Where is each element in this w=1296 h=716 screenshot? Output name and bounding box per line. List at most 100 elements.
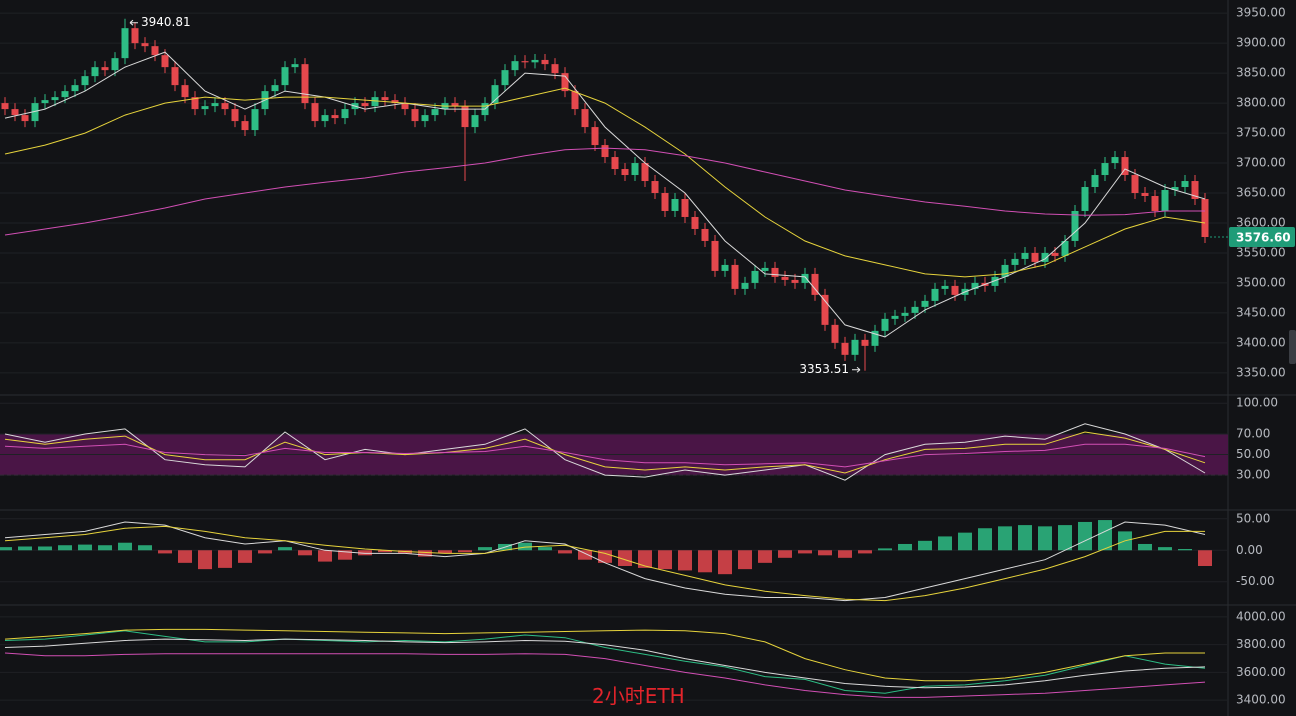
candle-body — [11, 109, 19, 116]
indicator-line — [4, 652, 1206, 698]
indicator-line — [4, 638, 1206, 689]
candle-body — [321, 115, 329, 122]
candle-body — [921, 300, 929, 307]
macd-bar — [678, 550, 692, 571]
candle-body — [81, 76, 89, 86]
y-tick-label: -50.00 — [1236, 574, 1275, 588]
macd-bar — [298, 550, 312, 556]
candle-body — [471, 115, 479, 128]
low-annotation: 3353.51 — [799, 362, 849, 376]
macd-bar — [998, 526, 1012, 551]
candle-body — [591, 127, 599, 146]
candle-body — [221, 103, 229, 110]
candle-body — [631, 163, 639, 176]
candle-body — [271, 85, 279, 92]
candle-body — [391, 100, 399, 104]
macd-bar — [978, 528, 992, 551]
candle-body — [581, 109, 589, 128]
candle-body — [901, 312, 909, 316]
candle-body — [1191, 181, 1199, 199]
y-tick-label: 3450.00 — [1236, 305, 1286, 319]
candle-body — [881, 318, 889, 331]
candle-body — [511, 61, 519, 71]
candle-body — [251, 109, 259, 131]
macd-bar — [458, 550, 472, 553]
macd-bar — [1098, 520, 1112, 551]
macd-bar — [858, 550, 872, 554]
candle-body — [561, 73, 569, 92]
candle-body — [191, 97, 199, 110]
macd-bar — [838, 550, 852, 558]
candle-body — [611, 157, 619, 170]
candle-body — [181, 85, 189, 98]
y-tick-label: 3350.00 — [1236, 365, 1286, 379]
candle-body — [371, 97, 379, 107]
y-tick-label: 70.00 — [1236, 427, 1270, 441]
candle-body — [381, 97, 389, 101]
candle-body — [231, 109, 239, 122]
macd-bar — [478, 547, 492, 551]
candle-body — [1061, 240, 1069, 256]
annotation-arrow — [852, 366, 861, 373]
macd-bar — [38, 546, 52, 551]
macd-bar — [918, 540, 932, 551]
candle-body — [111, 58, 119, 71]
macd-bar — [698, 550, 712, 573]
indicator-line — [4, 87, 1206, 278]
candle-body — [741, 282, 749, 289]
macd-bar — [958, 532, 972, 551]
annotation-arrow — [129, 19, 138, 26]
indicator-line — [4, 431, 1206, 474]
candle-body — [1011, 258, 1019, 265]
macd-bar — [618, 550, 632, 566]
candle-body — [1041, 252, 1049, 262]
macd-bar — [938, 536, 952, 551]
candle-body — [1171, 187, 1179, 191]
y-tick-label: 100.00 — [1236, 396, 1278, 410]
candle-body — [861, 339, 869, 346]
candle-body — [451, 103, 459, 107]
macd-bar — [1198, 550, 1212, 566]
current-price-label: 3576.60 — [1236, 231, 1291, 245]
macd-bar — [798, 550, 812, 554]
candle-body — [1111, 157, 1119, 164]
candle-body — [331, 115, 339, 119]
candle-body — [1151, 196, 1159, 211]
candle-body — [571, 91, 579, 110]
candle-body — [291, 64, 299, 68]
candle-body — [521, 61, 529, 63]
indicator-line — [4, 51, 1206, 338]
candle-body — [1161, 190, 1169, 211]
macd-bar — [658, 550, 672, 570]
panel — [0, 402, 1228, 481]
candle-body — [31, 103, 39, 122]
macd-bar — [1038, 526, 1052, 551]
candle-body — [971, 282, 979, 289]
candle-body — [831, 324, 839, 343]
macd-bar — [238, 550, 252, 563]
y-tick-label: 50.00 — [1236, 511, 1270, 525]
candle-body — [491, 85, 499, 104]
candle-body — [661, 193, 669, 211]
candle-body — [811, 273, 819, 295]
candle-body — [431, 109, 439, 116]
candle-body — [241, 121, 249, 131]
macd-bar — [638, 550, 652, 568]
y-tick-label: 3550.00 — [1236, 245, 1286, 259]
macd-bar — [598, 550, 612, 563]
candle-body — [1181, 181, 1189, 188]
macd-bar — [78, 544, 92, 551]
macd-bar — [258, 550, 272, 554]
candle-body — [601, 145, 609, 158]
candle-body — [821, 294, 829, 325]
y-tick-label: 3750.00 — [1236, 126, 1286, 140]
scroll-handle[interactable] — [1289, 330, 1296, 364]
macd-bar — [98, 545, 112, 551]
macd-bar — [58, 545, 72, 551]
candle-body — [161, 55, 169, 68]
candle-body — [71, 85, 79, 92]
macd-bar — [118, 542, 132, 551]
macd-bar — [318, 550, 332, 562]
